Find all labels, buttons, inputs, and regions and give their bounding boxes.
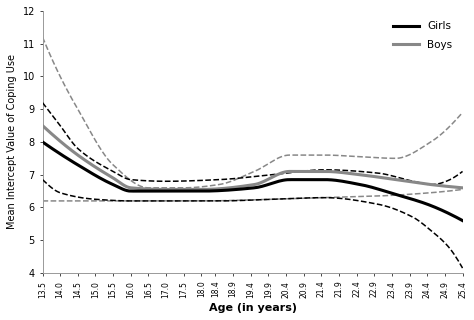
Girls <box>56 151 62 155</box>
Boys <box>40 124 46 127</box>
Boys <box>441 184 447 188</box>
Boys <box>152 188 157 191</box>
Girls <box>152 189 157 193</box>
Girls <box>424 202 429 206</box>
Girls <box>438 208 444 212</box>
Legend: Girls, Boys: Girls, Boys <box>387 16 457 55</box>
Line: Girls: Girls <box>43 142 463 220</box>
Girls <box>65 157 71 161</box>
Boys <box>56 139 62 142</box>
Boys <box>118 181 123 185</box>
Boys <box>65 146 71 149</box>
Girls <box>460 219 465 222</box>
X-axis label: Age (in years): Age (in years) <box>209 303 297 313</box>
Girls <box>40 140 46 144</box>
Boys <box>460 186 465 190</box>
Line: Boys: Boys <box>43 125 463 189</box>
Boys <box>164 188 170 191</box>
Y-axis label: Mean Intercept Value of Coping Use: Mean Intercept Value of Coping Use <box>7 54 17 229</box>
Girls <box>118 186 123 190</box>
Boys <box>426 182 432 186</box>
